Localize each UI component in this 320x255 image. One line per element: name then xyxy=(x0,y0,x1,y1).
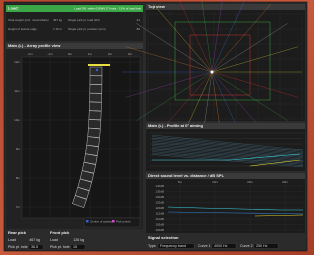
y-tick-label: 140dB xyxy=(155,184,164,188)
label: Single pick pt. load (kN) xyxy=(68,18,100,22)
front-pick-label: Front pick xyxy=(50,230,70,235)
loudspeaker xyxy=(90,84,102,93)
loudspeaker xyxy=(90,76,102,85)
label: Single pick pt. position (mm) xyxy=(68,27,106,31)
y-tick-label: 135dB xyxy=(155,189,164,193)
panel-title: Direct sound level vs. distance / dB SPL xyxy=(148,173,225,178)
x-tick-label: 2m xyxy=(108,52,113,56)
panel-header xyxy=(146,4,305,10)
label: Load xyxy=(8,238,16,242)
value: 250 Hz xyxy=(256,244,268,248)
value: 467 kg xyxy=(29,238,40,242)
y-tick-label: 100dB xyxy=(155,228,164,232)
load-status: Load OK, within DSWV17 limits - 13% of l… xyxy=(74,6,141,10)
loudspeaker xyxy=(90,93,102,102)
label: Pick pt. hole xyxy=(50,245,70,249)
rigging-bar xyxy=(88,64,110,66)
x-tick-label: -2m xyxy=(27,52,33,56)
y-tick-label: 110dB xyxy=(156,217,164,221)
y-tick-label: 12m xyxy=(14,60,20,64)
label: Curve 2 xyxy=(240,244,253,248)
value: 4000 Hz xyxy=(214,244,228,248)
y-tick-label: 7m xyxy=(16,205,21,209)
label: Curve 1 xyxy=(198,244,211,248)
value: 467 kg xyxy=(53,18,62,22)
panel-title: Main (L) - Array profile view xyxy=(8,43,61,48)
x-tick-label: 10m xyxy=(212,180,218,184)
x-tick-label: 5m xyxy=(178,180,183,184)
value: Frequency band xyxy=(160,244,186,248)
rear-pick-label: Rear pick xyxy=(8,230,27,235)
source xyxy=(211,71,214,74)
value: 7.15 m xyxy=(53,27,63,31)
loudspeaker xyxy=(88,128,101,138)
x-tick-label: 1m xyxy=(88,52,93,56)
y-tick-label: 125dB xyxy=(155,200,164,204)
label: Type xyxy=(148,244,156,248)
value: 126 kg xyxy=(73,238,84,242)
y-tick-label: 105dB xyxy=(155,222,164,226)
y-tick-label: 120dB xyxy=(155,206,164,210)
panel-title: Main (L) - Profile at 0° aiming xyxy=(148,123,203,128)
x-tick-label: 0m xyxy=(68,52,73,56)
y-tick-label: 130dB xyxy=(155,195,164,199)
screen: Load: Load OK, within DSWV17 limits - 13… xyxy=(0,0,314,255)
legend-swatch xyxy=(86,220,89,223)
loudspeaker xyxy=(89,102,101,111)
y-tick-label: 9m xyxy=(16,147,21,151)
value: 80 xyxy=(137,27,141,31)
x-tick-label: 3m xyxy=(128,52,133,56)
legend-swatch xyxy=(112,220,115,223)
load-label: Load: xyxy=(8,6,19,11)
y-tick-label: 11m xyxy=(14,89,20,93)
value: 15 xyxy=(73,245,77,249)
loudspeaker xyxy=(89,111,101,120)
x-tick-label: 15m xyxy=(247,180,253,184)
legend-label: Centre of gravity xyxy=(90,219,113,223)
loudspeaker xyxy=(87,137,100,147)
loudspeaker xyxy=(90,67,102,76)
x-tick-label: 20m xyxy=(282,180,288,184)
value: 21 xyxy=(137,18,141,22)
signal-title: Signal selection xyxy=(148,235,179,240)
centre-of-gravity xyxy=(96,69,98,71)
legend-label: Pick points xyxy=(116,219,131,223)
y-tick-label: 10m xyxy=(14,118,20,122)
page: Load: Load OK, within DSWV17 limits - 13… xyxy=(0,0,314,255)
label: Load xyxy=(50,238,58,242)
label: Height of lowest edge xyxy=(8,27,37,31)
loudspeaker xyxy=(88,119,100,128)
label: Total weight (incl. motors/bars) xyxy=(8,18,49,22)
y-tick-label: 115dB xyxy=(156,211,164,215)
value: 36.5 xyxy=(31,245,38,249)
label: Pick pt. hole xyxy=(8,245,28,249)
x-tick-label: -1m xyxy=(47,52,53,56)
y-tick-label: 8m xyxy=(16,176,21,180)
